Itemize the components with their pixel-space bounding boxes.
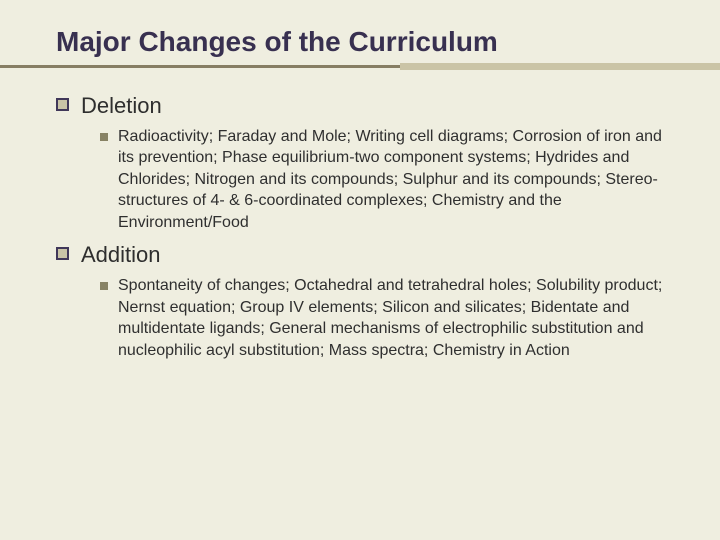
square-bullet-icon <box>56 247 69 260</box>
list-item-label: Deletion <box>81 92 162 120</box>
list-subitem: Spontaneity of changes; Octahedral and t… <box>100 275 672 361</box>
content: Deletion Radioactivity; Faraday and Mole… <box>56 92 672 361</box>
square-bullet-icon <box>56 98 69 111</box>
slide-title: Major Changes of the Curriculum <box>56 24 672 59</box>
square-bullet-icon <box>100 133 108 141</box>
rule-left <box>0 65 400 68</box>
title-wrap: Major Changes of the Curriculum <box>56 24 672 70</box>
list-subitem: Radioactivity; Faraday and Mole; Writing… <box>100 126 672 234</box>
rule-right <box>400 63 720 70</box>
list-subitem-text: Radioactivity; Faraday and Mole; Writing… <box>118 126 672 234</box>
list-item-label: Addition <box>81 241 161 269</box>
slide: Major Changes of the Curriculum Deletion… <box>0 0 720 540</box>
list-item: Addition <box>56 241 672 269</box>
square-bullet-icon <box>100 282 108 290</box>
list-subitem-text: Spontaneity of changes; Octahedral and t… <box>118 275 672 361</box>
list-item: Deletion <box>56 92 672 120</box>
title-rule <box>0 65 720 70</box>
